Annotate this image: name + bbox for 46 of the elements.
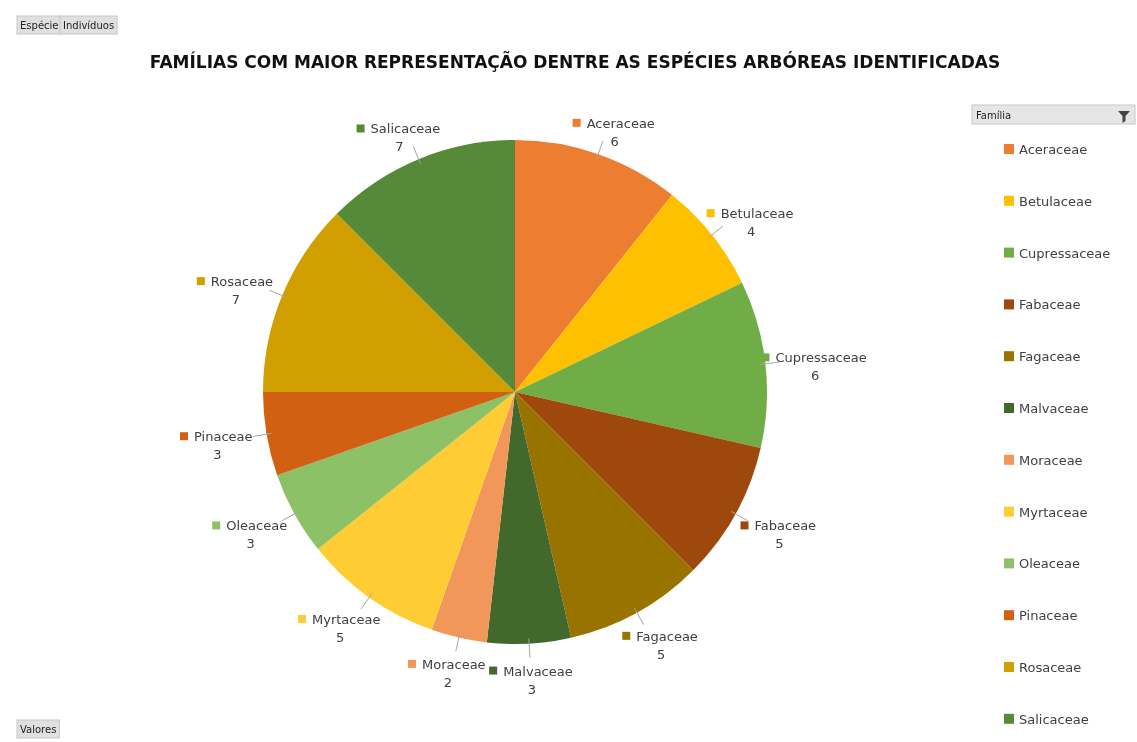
pie-slice	[515, 282, 767, 449]
legend-label: Moraceae	[422, 656, 486, 672]
category-label: Myrtaceae	[1019, 504, 1088, 520]
data-label: 7	[395, 139, 404, 155]
pie-slice	[336, 140, 515, 392]
data-label: 2	[443, 674, 452, 690]
legend-label: Pinaceae	[194, 429, 253, 445]
text: Espécie	[20, 20, 59, 31]
data-label: 7	[231, 292, 241, 308]
pie-slice	[263, 392, 515, 476]
data-label: 5	[336, 629, 345, 645]
category-label: Cupressaceae	[1019, 245, 1111, 261]
data-label: 5	[656, 646, 666, 662]
legend-label: Betulaceae	[720, 206, 794, 222]
legend-label: Cupressaceae	[775, 350, 867, 366]
data-label: 4	[746, 224, 756, 240]
data-label: 6	[810, 368, 820, 384]
legend-label: Malvaceae	[503, 663, 573, 679]
legend-title: Família	[976, 110, 1012, 121]
category-label: Moraceae	[1019, 452, 1083, 468]
text: Indivíduos	[63, 20, 115, 31]
data-label: 6	[610, 133, 619, 149]
pie-slice	[486, 392, 572, 644]
data-label: 3	[527, 681, 537, 697]
legend-label: Salicaceae	[370, 121, 441, 137]
category-label: Oleaceae	[1019, 556, 1080, 572]
category-label: Rosaceae	[1019, 660, 1082, 675]
category-label: Malvaceae	[1019, 401, 1089, 416]
chart-title: FAMÍLIAS COM MAIOR REPRESENTAÇÃO DENTRE AS ESPÉCIES ARBÓREAS IDENTIFICADAS	[149, 50, 1001, 72]
category-label: Fabaceae	[1019, 297, 1081, 313]
pie-slice	[431, 392, 515, 643]
legend-label: Aceraceae	[586, 115, 655, 131]
category-label: Betulaceae	[1019, 193, 1092, 209]
data-label: 5	[775, 536, 784, 552]
text: Valores	[20, 724, 57, 735]
data-label: 3	[246, 536, 255, 552]
data-label: 3	[213, 447, 222, 463]
legend-label: Myrtaceae	[312, 611, 381, 627]
legend-label: Rosaceae	[210, 274, 274, 290]
category-label: Pinaceae	[1019, 608, 1078, 624]
legend-label: Oleaceae	[226, 518, 288, 534]
category-label: Aceraceae	[1019, 142, 1088, 157]
legend-label: Fabaceae	[754, 518, 817, 534]
category-label: Salicaceae	[1019, 711, 1089, 727]
category-label: Fagaceae	[1019, 349, 1081, 365]
legend-label: Fagaceae	[636, 628, 698, 644]
